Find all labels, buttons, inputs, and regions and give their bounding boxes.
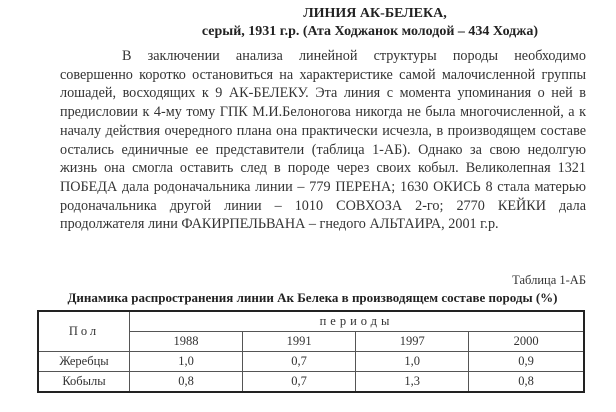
table-caption: Динамика распространения линии Ак Белека… bbox=[67, 290, 558, 305]
header-year: 1997 bbox=[355, 331, 470, 352]
table-header-row: Пол периоды bbox=[37, 310, 585, 352]
header-year: 1991 bbox=[242, 331, 357, 352]
row-label: Жеребцы bbox=[37, 351, 130, 372]
heading-subtitle: серый, 1931 г.р. (Ата Ходжанок молодой –… bbox=[201, 24, 539, 39]
data-table: Пол периоды 1988 1991 1997 2000 Жеребцы … bbox=[37, 310, 585, 393]
cell: 0,9 bbox=[468, 351, 585, 372]
row-label: Кобылы bbox=[37, 371, 130, 393]
header-year: 1988 bbox=[128, 331, 244, 352]
table-row: Кобылы 0,8 0,7 1,3 0,8 bbox=[37, 371, 585, 393]
cell: 1,0 bbox=[355, 351, 470, 372]
body-paragraph: В заключении анализа линейной структуры … bbox=[60, 48, 586, 233]
table-row: Жеребцы 1,0 0,7 1,0 0,9 bbox=[37, 351, 585, 372]
table-label: Таблица 1-АБ bbox=[512, 273, 586, 287]
heading-title: ЛИНИЯ АК-БЕЛЕКА, bbox=[303, 6, 447, 21]
header-sex: Пол bbox=[37, 310, 130, 352]
cell: 0,8 bbox=[468, 371, 585, 393]
cell: 1,0 bbox=[128, 351, 244, 372]
cell: 0,7 bbox=[242, 371, 357, 393]
header-year: 2000 bbox=[468, 331, 585, 352]
header-periods: периоды bbox=[129, 310, 585, 332]
cell: 1,3 bbox=[355, 371, 470, 393]
cell: 0,7 bbox=[242, 351, 357, 372]
cell: 0,8 bbox=[128, 371, 244, 393]
